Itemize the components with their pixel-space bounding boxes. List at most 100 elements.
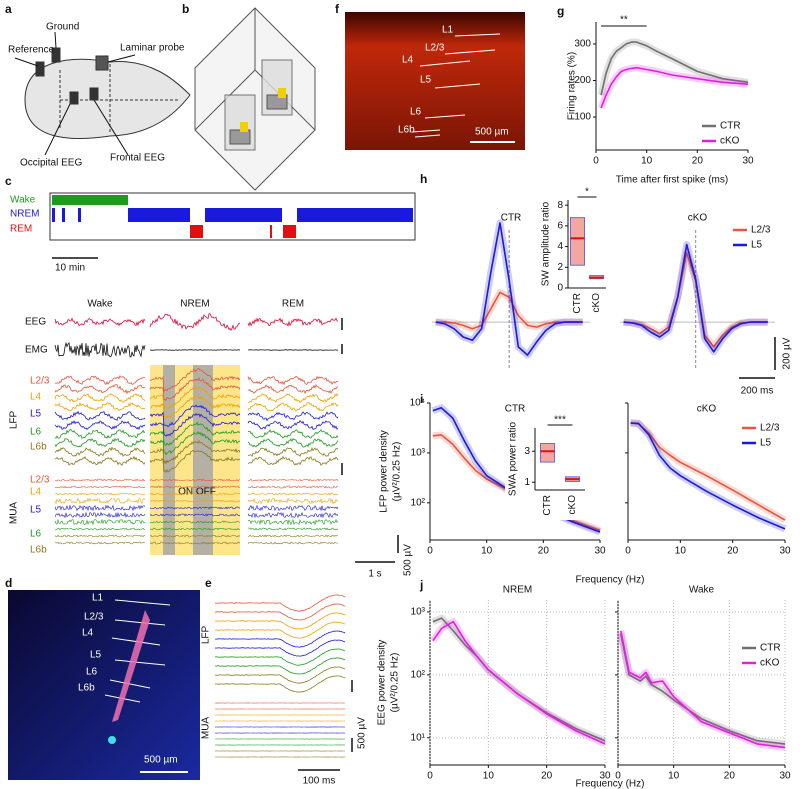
legend-label: cKO [760,658,780,669]
y-tick-label: 10² [411,670,426,681]
series-line [435,222,583,356]
x-tick-label: 20 [692,156,704,167]
x-tick-label: 0 [427,771,433,782]
x-tick-label: 20 [727,546,739,557]
category-label: cKO [567,495,578,515]
y-tick-label: 3 [524,446,530,457]
trace [54,401,146,412]
chamber-diagram [194,7,316,191]
trace [149,404,241,428]
panel-letter: d [5,576,12,590]
layer-label: L6 [30,427,42,438]
trace [247,485,339,489]
scale-bars [298,318,399,771]
annotation: * [585,187,589,198]
group-label: LFP [9,411,20,430]
x-tick-label: 30 [599,771,611,782]
x-tick-label: 10 [641,156,653,167]
x-axis-label: Time after first spike (ms) [616,175,728,186]
group-label: MUA [9,502,20,525]
trace [149,386,241,410]
trace [149,534,241,538]
scale-label: 500 µV [357,717,368,749]
layer-label: L6b [30,442,47,453]
trace [214,675,346,693]
trace [54,446,146,457]
layer-label: L4 [82,628,94,639]
layer-label: L2/3 [84,612,104,623]
trace [54,375,146,386]
series-line [432,620,606,745]
y-axis-label: LFP power density [379,430,390,513]
trace [247,492,339,496]
trace [149,376,241,402]
trace [149,349,241,351]
trace [247,428,339,439]
series-line [600,66,749,109]
legend-label: cKO [720,136,740,147]
trace [54,438,146,448]
trace [149,450,241,473]
hypnogram [49,192,416,259]
probe-track [112,610,150,722]
panel-letter: c [5,174,12,188]
scale-label: 500 µV [403,544,414,576]
state-label: NREM [10,209,39,220]
trace [149,541,241,545]
trace [54,541,146,545]
x-tick-label: 20 [538,546,550,557]
category-label: cKO [591,293,602,313]
trace [149,527,241,531]
legend-label: L2/3 [760,423,780,434]
y-tick-label: 2 [557,262,563,273]
trace [149,368,241,393]
trace [54,534,145,538]
x-tick-label: 30 [779,546,791,557]
state-label: REM [10,224,32,235]
panel-letter: j [419,578,423,592]
trace [54,410,146,421]
trace [54,478,146,482]
inset-background [505,416,589,520]
trace [54,384,146,395]
trace [214,648,346,666]
layer-label: L4 [402,55,414,66]
layer-label: L4 [30,392,42,403]
trace [54,419,146,431]
trace [247,317,339,327]
row-label: EMG [25,345,48,356]
scale-label: 500 µm [144,755,178,766]
trace [149,421,241,446]
x-tick-label: 10 [483,771,495,782]
trace [54,518,146,526]
y-tick-label: 300 [574,39,591,50]
trace [149,513,241,517]
y-tick-label: 10³ [411,607,426,618]
trace [247,534,339,538]
group-label: LFP [201,626,212,645]
x-tick-label: 0 [593,156,599,167]
label: Frontal EEG [110,153,165,164]
panel-letter: a [5,2,12,16]
trace [247,504,339,512]
chart-title: NREM [503,585,532,596]
trace [54,527,146,531]
layer-label: L5 [30,505,42,516]
series-line [435,291,583,330]
x-tick-label: 20 [541,771,553,782]
column-header: Wake [87,299,113,310]
y-tick-label: 0 [557,283,563,294]
trace [247,437,339,448]
layer-label: L6 [410,107,422,118]
x-tick-label: 20 [724,771,736,782]
y-tick-label: 100 [574,112,591,123]
trace [215,594,346,612]
label: Ground [46,22,79,33]
x-tick-label: 30 [742,156,754,167]
trace [247,402,339,412]
layer-label: L2/3 [30,376,50,387]
panel-letter: i [420,392,423,406]
trace [247,375,339,386]
trace [149,431,241,456]
